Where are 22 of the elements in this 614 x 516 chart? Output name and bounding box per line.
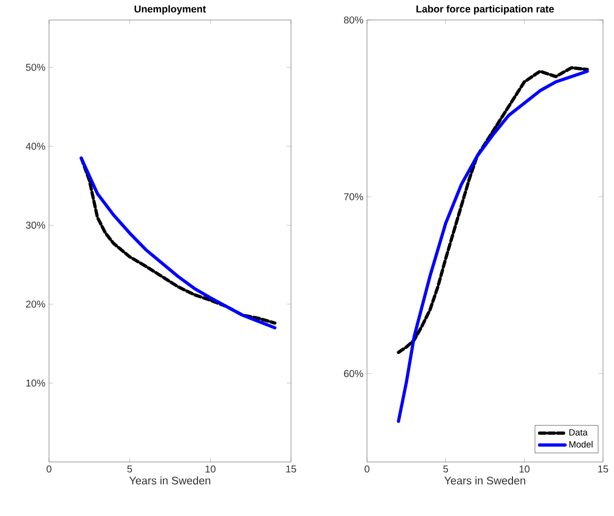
x-axis-title: Years in Sweden xyxy=(444,476,526,484)
x-tick-label: 15 xyxy=(286,466,296,472)
chart-title: Unemployment xyxy=(134,5,206,14)
x-tick-label: 5 xyxy=(443,466,448,472)
x-tick-label: 10 xyxy=(520,466,530,473)
x-tick-label: 0 xyxy=(46,466,52,473)
y-tick-label: 80% xyxy=(344,16,364,24)
chart-title: Labor force participation rate xyxy=(416,5,554,14)
y-tick-label: 70% xyxy=(344,193,364,200)
legend-label: Model xyxy=(569,440,592,448)
x-tick-label: 10 xyxy=(206,466,216,473)
x-tick-label: 0 xyxy=(364,466,370,473)
y-tick-label: 60% xyxy=(344,370,364,378)
y-tick-label: 30% xyxy=(26,222,46,229)
legend-label: Data xyxy=(569,429,588,436)
x-axis-title: Years in Sweden xyxy=(129,476,210,484)
y-tick-label: 20% xyxy=(26,300,46,308)
x-tick-label: 5 xyxy=(127,466,132,472)
y-tick-label: 40% xyxy=(26,142,46,150)
y-tick-label: 50% xyxy=(26,64,46,71)
x-tick-label: 15 xyxy=(598,466,608,472)
y-tick-label: 10% xyxy=(26,380,46,387)
